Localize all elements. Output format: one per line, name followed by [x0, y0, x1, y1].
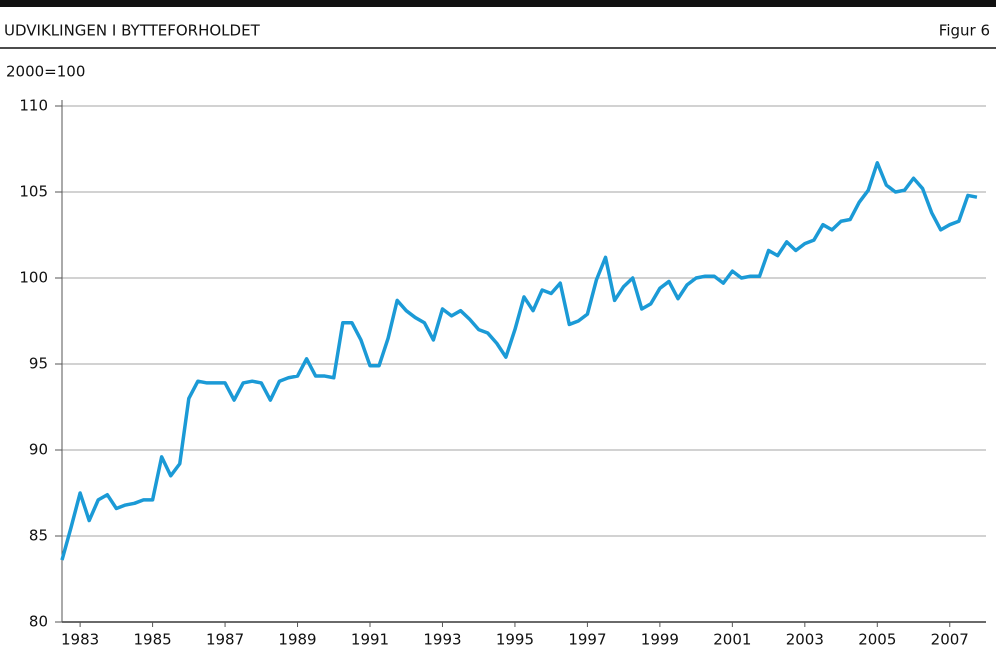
- x-tick-label: 2001: [713, 631, 751, 649]
- x-tick-label: 1989: [278, 631, 316, 649]
- y-axis-label: 2000=100: [6, 63, 85, 81]
- x-tick-label: 2005: [858, 631, 896, 649]
- x-tick-label: 1985: [133, 631, 171, 649]
- y-tick-label: 100: [19, 269, 48, 287]
- data-line: [60, 161, 978, 561]
- x-tick-label: 2007: [931, 631, 969, 649]
- x-tick-label: 1997: [568, 631, 606, 649]
- y-tick-label: 90: [29, 441, 48, 459]
- x-tick-label: 1991: [351, 631, 389, 649]
- x-tick-label: 1987: [206, 631, 244, 649]
- y-tick-label: 105: [19, 183, 48, 201]
- x-tick-label: 1983: [61, 631, 99, 649]
- top-bar: [0, 0, 996, 7]
- y-tick-label: 80: [29, 613, 48, 631]
- y-tick-label: 110: [19, 97, 48, 115]
- figure-label: Figur 6: [939, 22, 990, 40]
- y-tick-label: 85: [29, 527, 48, 545]
- y-tick-label: 95: [29, 355, 48, 373]
- x-tick-label: 1993: [423, 631, 461, 649]
- x-tick-label: 2003: [786, 631, 824, 649]
- x-tick-label: 1995: [496, 631, 534, 649]
- chart-title: UDVIKLINGEN I BYTTEFORHOLDET: [4, 22, 261, 40]
- x-tick-label: 1999: [641, 631, 679, 649]
